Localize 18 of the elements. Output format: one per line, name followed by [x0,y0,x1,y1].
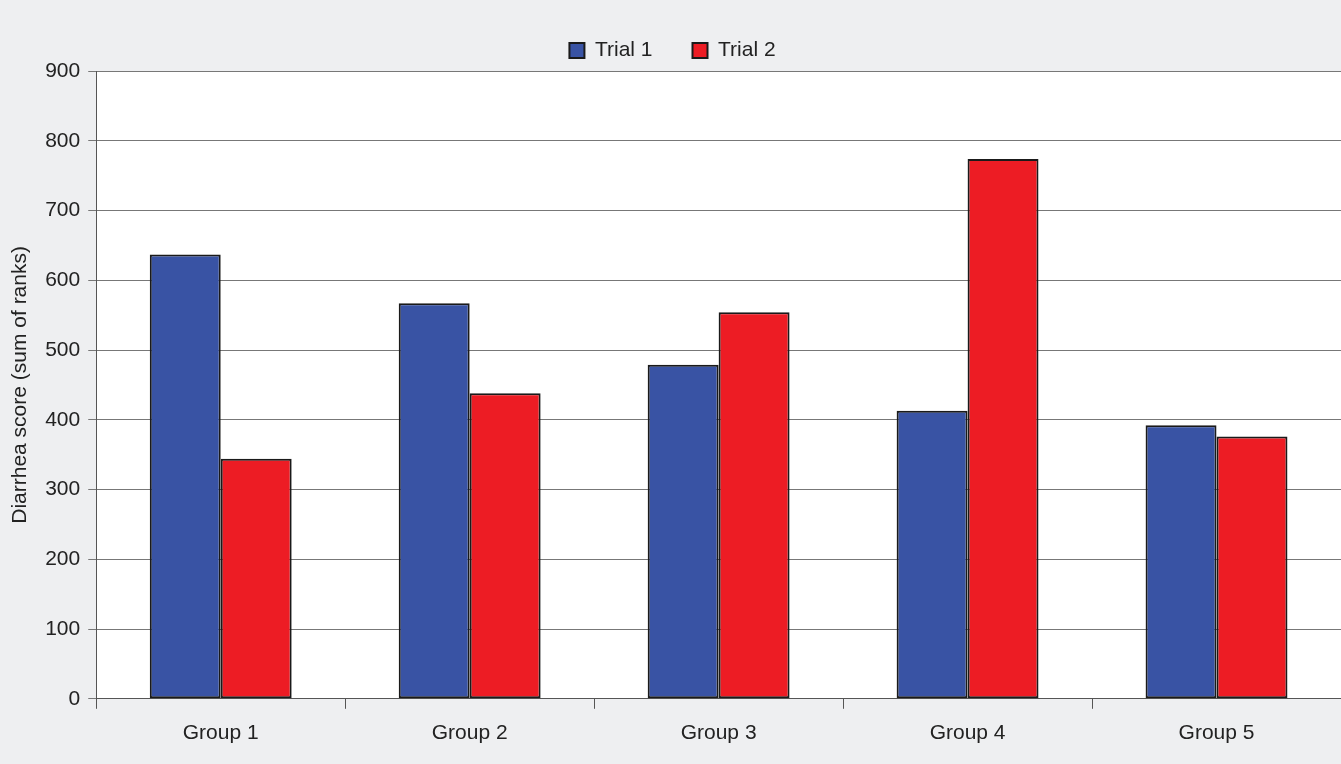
y-tick-label: 200 [45,546,81,570]
y-tick-label: 500 [45,336,81,360]
y-tick-label: 300 [45,476,81,500]
legend-label: Trial 2 [718,37,776,61]
y-tick-label: 100 [45,615,81,639]
x-tick-label: Group 2 [431,720,508,744]
y-tick-label: 700 [45,197,81,221]
legend-label: Trial 1 [594,37,653,61]
y-tick-label: 900 [45,57,81,81]
y-axis-title: Diarrhea score (sum of ranks) [7,246,31,524]
x-tick-label: Group 1 [182,720,259,744]
y-tick-label: 400 [45,406,81,430]
x-tick-label: Group 5 [1178,720,1255,744]
y-tick-label: 0 [68,685,81,709]
y-tick-label: 800 [45,127,81,151]
y-tick-label: 600 [45,267,81,291]
x-tick-label: Group 4 [929,720,1006,744]
x-tick-label: Group 3 [680,720,757,744]
